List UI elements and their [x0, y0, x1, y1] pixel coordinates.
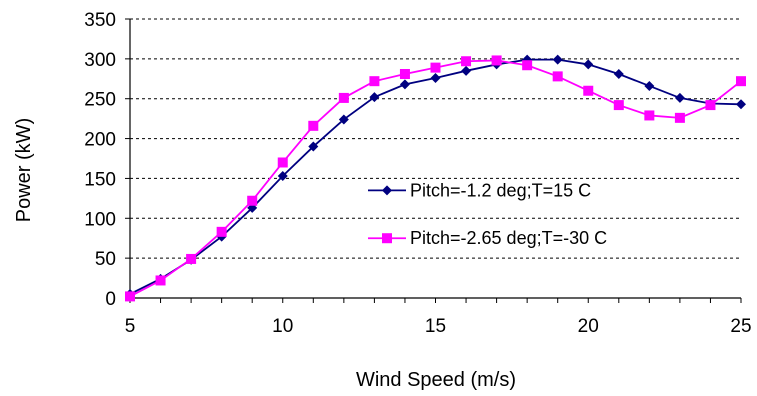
- data-point: [399, 69, 410, 80]
- series-1: [125, 54, 746, 300]
- y-tick-label: 350: [84, 10, 116, 31]
- data-point: [308, 120, 319, 131]
- data-point: [216, 226, 227, 237]
- data-point: [552, 54, 563, 65]
- data-point: [674, 92, 685, 103]
- y-tick-labels: 0 50 100 150 200 250 300 350: [84, 10, 116, 310]
- x-tick-label: 15: [425, 316, 446, 337]
- data-point: [277, 157, 288, 168]
- y-tick-label: 200: [84, 130, 116, 151]
- data-point: [674, 112, 685, 123]
- data-point: [644, 80, 655, 91]
- data-point: [430, 62, 441, 73]
- axes: [125, 18, 742, 303]
- data-point: [583, 85, 594, 96]
- data-point: [736, 76, 746, 87]
- grid-lines: [130, 18, 741, 259]
- data-point: [705, 100, 716, 111]
- x-tick-label: 5: [125, 316, 136, 337]
- data-point: [583, 59, 594, 70]
- legend-item-1: Pitch=-1.2 deg;T=15 C: [368, 180, 591, 200]
- data-point: [369, 92, 380, 103]
- legend-label: Pitch=-2.65 deg;T=-30 C: [410, 228, 607, 248]
- data-point: [125, 291, 135, 302]
- data-point: [369, 76, 380, 87]
- data-point: [308, 141, 319, 152]
- data-point: [613, 100, 624, 111]
- data-point: [338, 92, 349, 103]
- y-tick-label: 0: [105, 289, 116, 310]
- legend-marker: [382, 233, 392, 244]
- data-point: [247, 195, 258, 206]
- legend-item-2: Pitch=-2.65 deg;T=-30 C: [368, 228, 607, 248]
- y-tick-label: 250: [84, 90, 116, 111]
- series-2: [125, 55, 746, 302]
- data-point: [552, 71, 563, 82]
- y-tick-label: 50: [95, 249, 116, 270]
- data-point: [736, 99, 746, 110]
- data-point: [186, 253, 197, 264]
- x-tick-labels: 5 10 15 20 25: [125, 316, 752, 337]
- data-point: [338, 114, 349, 125]
- x-tick-label: 10: [272, 316, 293, 337]
- data-point: [461, 56, 472, 67]
- x-tick-label: 25: [730, 316, 751, 337]
- data-point: [277, 171, 288, 182]
- data-point: [613, 69, 624, 80]
- series-line-1: [129, 58, 742, 295]
- data-point: [430, 72, 441, 83]
- data-point: [491, 55, 502, 66]
- y-tick-label: 300: [84, 50, 116, 71]
- data-point: [644, 110, 655, 121]
- legend-label: Pitch=-1.2 deg;T=15 C: [410, 180, 591, 200]
- y-tick-label: 150: [84, 169, 116, 190]
- series-group: [125, 54, 746, 302]
- legend-marker: [382, 185, 392, 196]
- data-point: [155, 275, 166, 286]
- data-point: [399, 79, 410, 90]
- y-axis-label: Power (kW): [13, 118, 35, 222]
- data-point: [461, 65, 472, 76]
- x-tick-label: 20: [578, 316, 599, 337]
- legend: Pitch=-1.2 deg;T=15 C Pitch=-2.65 deg;T=-…: [368, 180, 607, 248]
- data-point: [522, 60, 533, 71]
- data-point: [522, 54, 533, 65]
- x-axis-label: Wind Speed (m/s): [356, 369, 516, 391]
- y-tick-label: 100: [84, 209, 116, 230]
